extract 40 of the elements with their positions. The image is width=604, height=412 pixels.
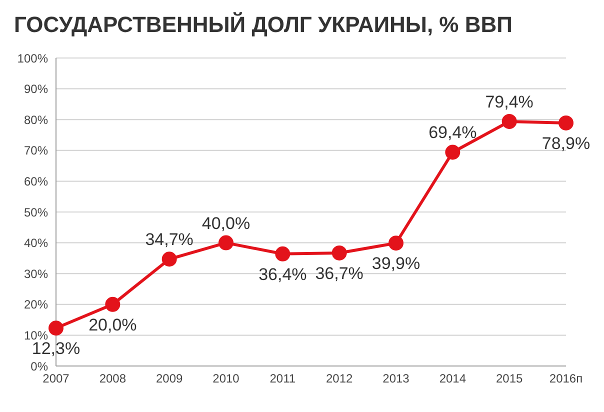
data-label: 39,9% [372,254,420,274]
data-label: 78,9% [542,134,590,153]
y-tick-label: 90% [24,82,48,96]
x-tick-label: 2014 [439,372,466,386]
y-tick-label: 80% [24,112,48,127]
point [445,144,460,160]
x-tick-label: 2010 [212,372,240,386]
x-tick-label: 2016п [549,372,583,386]
x-tick-label: 2013 [382,372,410,386]
data-label: 40,0% [202,214,250,233]
x-tick-label: 2009 [156,372,184,386]
x-tick-label: 2007 [42,372,70,386]
data-label: 79,4% [485,92,534,112]
point [502,114,517,129]
y-tick-label: 70% [24,144,48,158]
y-tick-label: 60% [24,174,48,188]
x-tick-label: 2015 [496,372,524,386]
data-label: 34,7% [145,230,194,250]
point [218,235,234,250]
y-tick-label: 50% [24,205,48,220]
point [558,115,574,130]
x-tick-label: 2012 [326,372,354,386]
y-tick-label: 30% [24,266,48,281]
data-label: 36,7% [315,264,364,283]
x-tick-label: 2011 [270,372,296,386]
y-tick-label: 100% [17,51,48,66]
data-label: 36,4% [258,264,307,284]
data-label: 69,4% [428,123,477,142]
data-label: 20,0% [88,315,137,334]
point [388,236,404,251]
chart-title: ГОСУДАРСТВЕННЫЙ ДОЛГ УКРАИНЫ, % ВВП [13,11,514,39]
y-tick-label: 0% [30,359,48,374]
point [105,296,120,312]
point [162,252,177,267]
point [275,246,290,262]
point [332,245,347,260]
y-tick-label: 40% [24,236,48,250]
point [48,320,64,336]
y-tick-label: 20% [24,298,48,312]
x-tick-label: 2008 [99,372,126,386]
